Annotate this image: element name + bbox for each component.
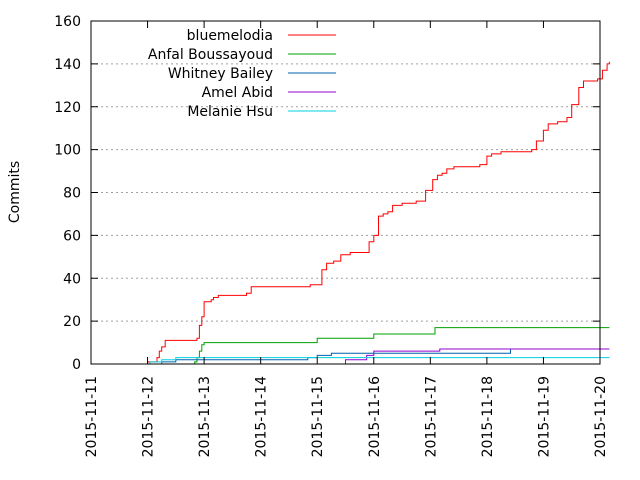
x-tick-label: 2015-11-13 [197, 376, 213, 457]
x-tick-label: 2015-11-17 [423, 376, 439, 457]
series-line-4 [145, 357, 610, 365]
x-tick-label: 2015-11-18 [480, 376, 496, 457]
y-tick-label: 160 [54, 14, 81, 30]
x-tick-label: 2015-11-11 [84, 376, 100, 457]
x-tick-label: 2015-11-19 [536, 376, 552, 457]
legend: bluemelodia Anfal Boussayoud Whitney Baile… [148, 28, 336, 120]
legend-label: bluemelodia [187, 28, 273, 44]
y-tick-label: 80 [63, 186, 81, 202]
y-tick-label: 20 [63, 314, 81, 330]
y-tick-label: 120 [54, 100, 81, 116]
series-line-3 [317, 348, 610, 365]
x-tick-label: 2015-11-16 [367, 376, 383, 457]
legend-label: Whitney Bailey [168, 66, 273, 82]
x-tick-label: 2015-11-12 [141, 376, 157, 457]
grid-lines [91, 63, 600, 322]
y-tick-label: 60 [63, 228, 81, 244]
series-line-1 [187, 327, 610, 365]
y-tick-label: 140 [54, 57, 81, 73]
legend-label: Amel Abid [202, 85, 273, 101]
x-tick-label: 2015-11-15 [310, 376, 326, 457]
y-tick-label: 0 [72, 357, 81, 373]
x-tick-label: 2015-11-14 [254, 376, 270, 457]
legend-label: Anfal Boussayoud [148, 47, 273, 63]
y-axis-label: Commits [7, 161, 23, 223]
x-tick-label: 2015-11-20 [593, 376, 609, 457]
series-line-0 [141, 61, 610, 365]
legend-label: Melanie Hsu [187, 104, 273, 120]
y-tick-label: 40 [63, 271, 81, 287]
axis-ticks: 0 20 40 60 80 100 120 140 160 2015-11-11 2015-11-1… [54, 14, 609, 457]
y-tick-label: 100 [54, 143, 81, 159]
